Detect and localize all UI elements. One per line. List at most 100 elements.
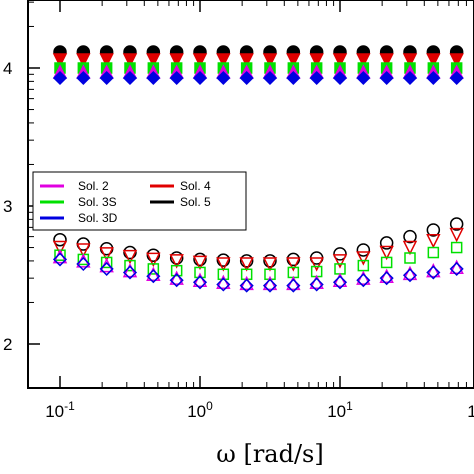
point-sol-4: [426, 53, 441, 68]
point-sol-4: [99, 53, 114, 68]
point-sol-3d: [239, 70, 254, 86]
point-sol-4: [449, 53, 464, 68]
x-tick-label: 101: [327, 399, 353, 421]
point-sol-3d: [239, 278, 254, 293]
point-sol-3d: [426, 70, 441, 86]
point-sol-5: [123, 245, 137, 260]
point-sol-5: [263, 254, 277, 268]
y-tick-label: 2: [3, 335, 12, 354]
x-tick-label: 102: [467, 399, 474, 421]
point-sol-3d: [332, 70, 348, 86]
legend-label: Sol. 3S: [78, 195, 117, 209]
point-sol-4: [76, 53, 91, 68]
point-sol-5: [379, 236, 394, 250]
point-sol-4: [52, 240, 68, 256]
point-sol-5: [216, 253, 231, 267]
legend-label: Sol. 5: [180, 195, 211, 209]
point-sol-4: [239, 53, 254, 68]
point-sol-3s: [147, 263, 160, 275]
point-sol-3s: [100, 256, 113, 269]
point-sol-4: [402, 53, 418, 68]
point-sol-5: [239, 254, 254, 268]
point-sol-2: [449, 259, 464, 274]
point-sol-3d: [146, 70, 161, 86]
point-sol-2: [426, 262, 441, 278]
point-sol-3s: [170, 264, 183, 277]
point-sol-3d: [169, 273, 184, 288]
point-sol-3d: [169, 70, 184, 86]
point-sol-4: [216, 53, 231, 68]
y-tick-label: 3: [3, 197, 12, 216]
point-sol-5: [169, 251, 184, 265]
point-sol-4: [122, 249, 138, 265]
point-sol-3d: [309, 70, 324, 86]
point-sol-4: [356, 53, 371, 68]
point-sol-4: [262, 53, 278, 68]
point-sol-3d: [52, 252, 68, 267]
point-sol-3d: [402, 268, 418, 283]
point-sol-4: [99, 247, 114, 262]
point-sol-4: [239, 257, 254, 272]
point-sol-3d: [286, 278, 301, 293]
legend: Sol. 2 Sol. 4 Sol. 3S Sol. 5 Sol. 3D: [32, 171, 247, 231]
point-sol-4: [192, 255, 208, 271]
point-sol-4: [379, 53, 394, 68]
point-sol-4: [332, 254, 348, 269]
point-sol-3d: [216, 70, 231, 86]
x-tick-label: 10-1: [45, 399, 75, 421]
point-sol-4: [169, 254, 184, 269]
point-sol-3d: [99, 70, 114, 86]
point-sol-3d: [379, 70, 394, 86]
legend-label: Sol. 2: [78, 179, 109, 193]
point-sol-5: [449, 217, 464, 231]
point-sol-4: [309, 257, 324, 272]
legend-label: Sol. 4: [180, 179, 211, 193]
point-sol-5: [286, 252, 301, 267]
point-sol-5: [403, 229, 417, 244]
point-sol-4: [122, 53, 138, 68]
point-sol-3d: [449, 261, 464, 276]
point-sol-4: [192, 53, 208, 68]
point-sol-4: [379, 245, 394, 261]
point-sol-3d: [332, 275, 348, 290]
point-sol-4: [146, 252, 161, 268]
point-sol-4: [286, 257, 301, 272]
point-sol-5: [356, 243, 371, 257]
x-tick-label: 100: [187, 399, 213, 421]
legend-label: Sol. 3D: [78, 211, 118, 225]
point-sol-4: [449, 227, 464, 243]
point-sol-3d: [309, 277, 324, 292]
point-sol-3d: [356, 70, 371, 86]
point-sol-3s: [404, 252, 416, 264]
point-sol-5: [53, 232, 67, 247]
point-sol-3d: [76, 256, 91, 272]
point-sol-3d: [262, 278, 278, 293]
point-sol-4: [286, 53, 301, 68]
point-sol-3s: [124, 259, 136, 272]
point-sol-4: [169, 53, 184, 68]
data-points: [52, 45, 464, 293]
point-sol-2: [402, 265, 418, 281]
point-sol-4: [356, 251, 371, 266]
point-sol-3d: [122, 265, 138, 280]
point-sol-4: [309, 53, 324, 68]
x-axis: 10-1 100 101 102: [45, 0, 474, 421]
point-sol-4: [262, 257, 278, 272]
point-sol-3d: [426, 265, 441, 280]
point-sol-3s: [380, 256, 393, 269]
point-sol-5: [333, 247, 347, 261]
point-sol-3d: [449, 70, 464, 86]
point-sol-2: [146, 266, 161, 282]
point-sol-4: [216, 257, 231, 272]
point-sol-3d: [216, 277, 231, 292]
point-sol-5: [146, 248, 161, 262]
point-sol-3d: [52, 70, 68, 86]
x-axis-title: ω [rad/s]: [216, 440, 323, 468]
point-sol-3d: [192, 70, 208, 86]
point-sol-3d: [356, 273, 371, 288]
point-sol-3s: [194, 266, 206, 279]
point-sol-2: [122, 262, 138, 278]
point-sol-4: [402, 240, 418, 256]
point-sol-3d: [146, 269, 161, 284]
